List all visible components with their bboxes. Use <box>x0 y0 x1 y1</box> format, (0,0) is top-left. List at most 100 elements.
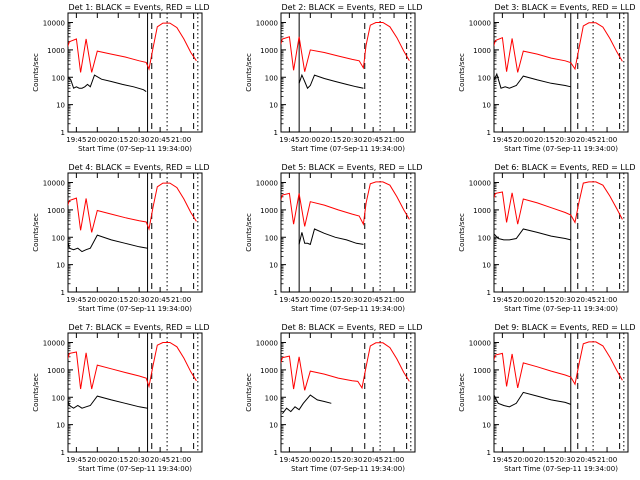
x-tick-label: 20:30 <box>342 456 362 464</box>
plot-frame <box>280 172 416 293</box>
y-tick-label: 100 <box>52 394 65 402</box>
y-tick-label: 100 <box>478 74 491 82</box>
x-axis-label: Start Time (07-Sep-11 19:34:00) <box>291 145 405 153</box>
x-axis-label: Start Time (07-Sep-11 19:34:00) <box>78 465 192 473</box>
x-tick-label: 20:00 <box>513 136 533 144</box>
detector-panel-1: Det 1: BLACK = Events, RED = LLD Counts/s… <box>32 3 209 153</box>
x-tick-label: 20:45 <box>150 296 170 304</box>
x-axis-label: Start Time (07-Sep-11 19:34:00) <box>78 145 192 153</box>
series-line-lld <box>494 181 623 225</box>
y-tick-label: 100 <box>478 394 491 402</box>
y-tick-label: 1 <box>487 129 491 137</box>
y-axis-label: Counts/sec <box>458 373 466 412</box>
y-tick-label: 10000 <box>256 340 278 348</box>
y-tick-label: 1 <box>61 449 65 457</box>
x-tick-label: 21:00 <box>384 456 404 464</box>
x-tick-label: 19:45 <box>279 456 299 464</box>
y-tick-label: 1 <box>61 129 65 137</box>
series-line-events <box>494 228 571 241</box>
series-line-events <box>68 234 148 253</box>
y-tick-label: 10 <box>269 102 278 110</box>
y-tick-label: 10 <box>482 262 491 270</box>
x-tick-label: 20:30 <box>129 296 149 304</box>
plot-frame <box>493 12 629 133</box>
y-tick-label: 1000 <box>47 207 65 215</box>
x-axis-label: Start Time (07-Sep-11 19:34:00) <box>291 305 405 313</box>
x-tick-label: 20:15 <box>108 456 128 464</box>
y-tick-label: 1 <box>487 289 491 297</box>
series-line-lld <box>281 181 410 227</box>
x-axis-label: Start Time (07-Sep-11 19:34:00) <box>504 145 618 153</box>
y-tick-label: 10 <box>482 422 491 430</box>
x-axis-label: Start Time (07-Sep-11 19:34:00) <box>504 465 618 473</box>
y-tick-label: 1 <box>61 289 65 297</box>
y-tick-label: 1000 <box>260 207 278 215</box>
detector-panel-5: Det 5: BLACK = Events, RED = LLD Counts/s… <box>245 163 422 313</box>
y-tick-label: 1000 <box>473 47 491 55</box>
plot-frame <box>280 12 416 133</box>
y-tick-label: 1 <box>487 449 491 457</box>
series-line-lld <box>494 341 623 389</box>
y-tick-label: 10000 <box>256 180 278 188</box>
x-tick-label: 20:00 <box>300 136 320 144</box>
x-axis-label: Start Time (07-Sep-11 19:34:00) <box>291 465 405 473</box>
y-axis-label: Counts/sec <box>245 373 253 412</box>
y-tick-label: 10000 <box>469 180 491 188</box>
y-tick-label: 1000 <box>47 47 65 55</box>
x-tick-label: 20:45 <box>576 456 596 464</box>
y-tick-label: 1000 <box>260 367 278 375</box>
y-tick-label: 10 <box>56 262 65 270</box>
y-tick-label: 10000 <box>43 180 65 188</box>
x-tick-label: 20:30 <box>129 136 149 144</box>
x-tick-label: 19:45 <box>66 296 86 304</box>
y-tick-label: 100 <box>478 234 491 242</box>
y-axis-label: Counts/sec <box>32 373 40 412</box>
y-axis-label: Counts/sec <box>458 213 466 252</box>
panel-title: Det 2: BLACK = Events, RED = LLD <box>282 3 423 12</box>
x-tick-label: 20:30 <box>129 456 149 464</box>
y-tick-label: 1 <box>274 449 278 457</box>
y-tick-label: 1000 <box>473 367 491 375</box>
x-tick-label: 21:00 <box>384 136 404 144</box>
x-tick-label: 19:45 <box>492 456 512 464</box>
x-tick-label: 20:45 <box>576 136 596 144</box>
y-tick-label: 10000 <box>43 20 65 28</box>
series-line-lld <box>494 22 623 73</box>
x-tick-label: 19:45 <box>279 296 299 304</box>
panel-title: Det 8: BLACK = Events, RED = LLD <box>282 323 423 332</box>
x-tick-label: 19:45 <box>492 296 512 304</box>
plot-frame <box>493 172 629 293</box>
x-tick-label: 20:15 <box>534 136 554 144</box>
panel-title: Det 5: BLACK = Events, RED = LLD <box>282 163 423 172</box>
panel-title: Det 3: BLACK = Events, RED = LLD <box>495 3 636 12</box>
plot-frame <box>493 332 629 453</box>
y-tick-label: 1 <box>274 289 278 297</box>
panel-title: Det 4: BLACK = Events, RED = LLD <box>69 163 210 172</box>
detector-panel-3: Det 3: BLACK = Events, RED = LLD Counts/s… <box>458 3 635 153</box>
x-tick-label: 20:30 <box>555 296 575 304</box>
y-axis-label: Counts/sec <box>458 53 466 92</box>
x-tick-label: 20:30 <box>342 136 362 144</box>
y-axis-label: Counts/sec <box>32 53 40 92</box>
series-line-lld <box>68 182 197 233</box>
x-tick-label: 20:30 <box>342 296 362 304</box>
y-tick-label: 100 <box>52 234 65 242</box>
y-tick-label: 10 <box>56 102 65 110</box>
x-tick-label: 20:30 <box>555 136 575 144</box>
x-tick-label: 20:30 <box>555 456 575 464</box>
x-tick-label: 20:15 <box>321 456 341 464</box>
series-line-events <box>298 73 364 90</box>
x-tick-label: 20:45 <box>150 456 170 464</box>
detector-panel-2: Det 2: BLACK = Events, RED = LLD Counts/s… <box>245 3 422 153</box>
y-tick-label: 100 <box>265 234 278 242</box>
x-tick-label: 21:00 <box>171 456 191 464</box>
x-tick-label: 20:00 <box>513 296 533 304</box>
x-tick-label: 20:00 <box>87 296 107 304</box>
x-axis-label: Start Time (07-Sep-11 19:34:00) <box>78 305 192 313</box>
series-line-events <box>68 395 148 409</box>
x-tick-label: 21:00 <box>171 296 191 304</box>
x-tick-label: 21:00 <box>597 456 617 464</box>
x-tick-label: 19:45 <box>66 456 86 464</box>
y-tick-label: 100 <box>265 394 278 402</box>
y-axis-label: Counts/sec <box>32 213 40 252</box>
